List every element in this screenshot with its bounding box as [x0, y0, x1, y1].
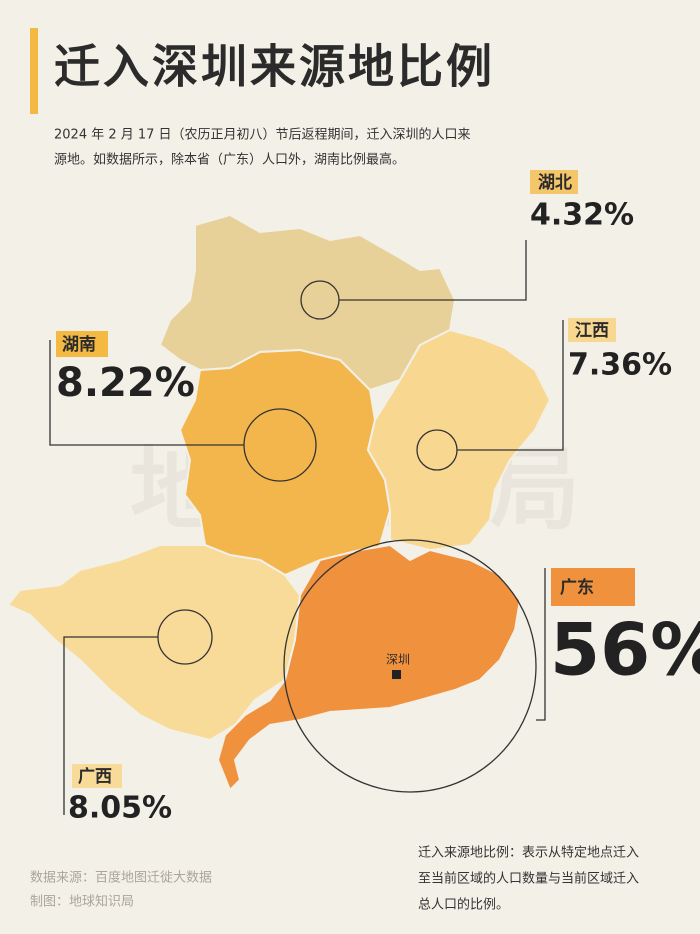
- region-name: 湖南: [62, 334, 96, 355]
- source: 数据来源：百度地图迁徙大数据: [30, 870, 212, 886]
- callouts: [49, 240, 564, 815]
- leader: [457, 320, 564, 451]
- region-name: 广东: [560, 577, 594, 598]
- region-name: 江西: [575, 321, 609, 341]
- leader: [49, 340, 244, 446]
- circle: [283, 539, 537, 793]
- province-jiangxi: [366, 328, 552, 552]
- city-label: 深圳: [386, 653, 410, 667]
- tag-box: [551, 568, 635, 606]
- region-name: 广西: [78, 766, 112, 787]
- region-name: 湖北: [538, 173, 572, 193]
- tag-box: [72, 764, 122, 788]
- city-marker: [392, 670, 401, 679]
- region-value: 56%: [550, 608, 700, 692]
- tag-box: [568, 318, 616, 342]
- leader: [63, 636, 158, 815]
- title-bar: [30, 28, 38, 114]
- subtitle-line: 源地。如数据所示，除本省（广东）人口外，湖南比例最高。: [54, 152, 405, 168]
- region-value: 8.22%: [56, 360, 195, 406]
- province-hunan: [178, 348, 392, 577]
- region-value: 7.36%: [568, 348, 672, 383]
- subtitle-line: 2024 年 2 月 17 日（农历正月初八）节后返程期间，迁入深圳的人口来: [54, 127, 471, 143]
- province-guangdong: [216, 543, 522, 792]
- region-value: 4.32%: [530, 198, 634, 233]
- leader: [339, 240, 527, 301]
- note-line: 至当前区域的人口数量与当前区域迁入: [418, 871, 639, 887]
- tag-box: [530, 170, 578, 194]
- tag-box: [56, 331, 108, 357]
- title: 迁入深圳来源地比例: [54, 40, 495, 94]
- note-line: 迁入来源地比例：表示从特定地点迁入: [418, 846, 639, 861]
- leader: [536, 568, 546, 721]
- map: [6, 213, 552, 792]
- region-value: 8.05%: [68, 791, 172, 826]
- note-line: 总人口的比例。: [418, 897, 509, 913]
- credit: 制图：地球知识局: [30, 894, 134, 910]
